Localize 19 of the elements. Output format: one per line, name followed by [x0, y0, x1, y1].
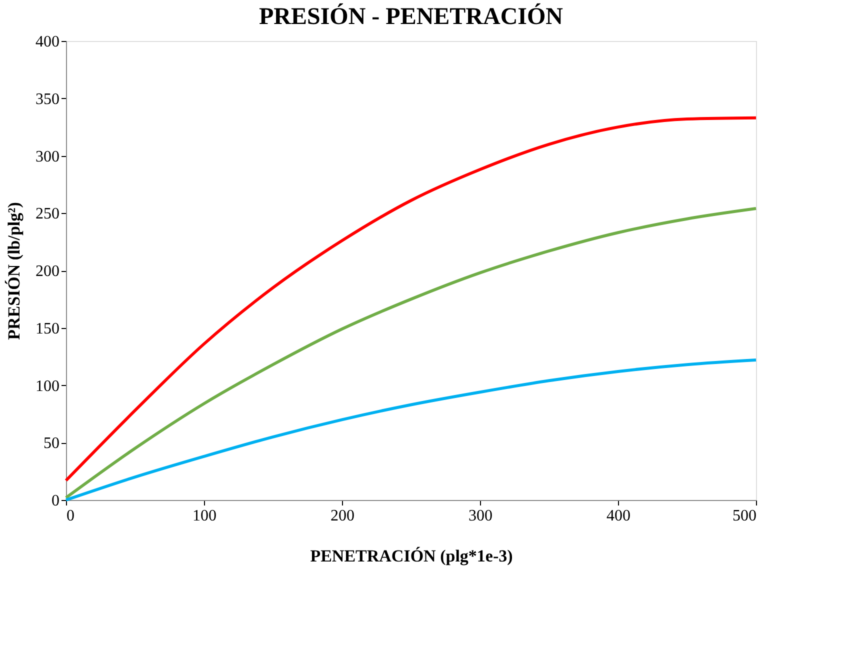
- chart-title: PRESIÓN - PENETRACIÓN: [258, 3, 564, 30]
- y-tick-label: 300: [36, 148, 60, 166]
- y-tick-label: 50: [44, 435, 60, 452]
- line-series: [64, 116, 758, 482]
- x-tick-label: 100: [192, 508, 216, 524]
- x-tick-label: 500: [732, 508, 756, 524]
- y-tick-label: 250: [36, 206, 60, 223]
- y-tick-label: 200: [36, 263, 60, 280]
- x-tick-label: 300: [468, 508, 492, 524]
- y-tick-label: 0: [52, 492, 60, 510]
- y-tick-label: 400: [36, 34, 60, 50]
- x-tick-label: 0: [66, 508, 74, 524]
- y-tick-label: 350: [36, 90, 60, 108]
- x-axis-title: PENETRACIÓN (plg*1e-3): [310, 546, 513, 566]
- y-tick-label: 150: [36, 320, 60, 338]
- x-tick-label: 200: [330, 508, 354, 524]
- y-axis-title: PRESIÓN (lb/plg²): [4, 202, 24, 340]
- y-tick-label: 100: [36, 378, 60, 395]
- x-tick-label: 400: [606, 508, 630, 524]
